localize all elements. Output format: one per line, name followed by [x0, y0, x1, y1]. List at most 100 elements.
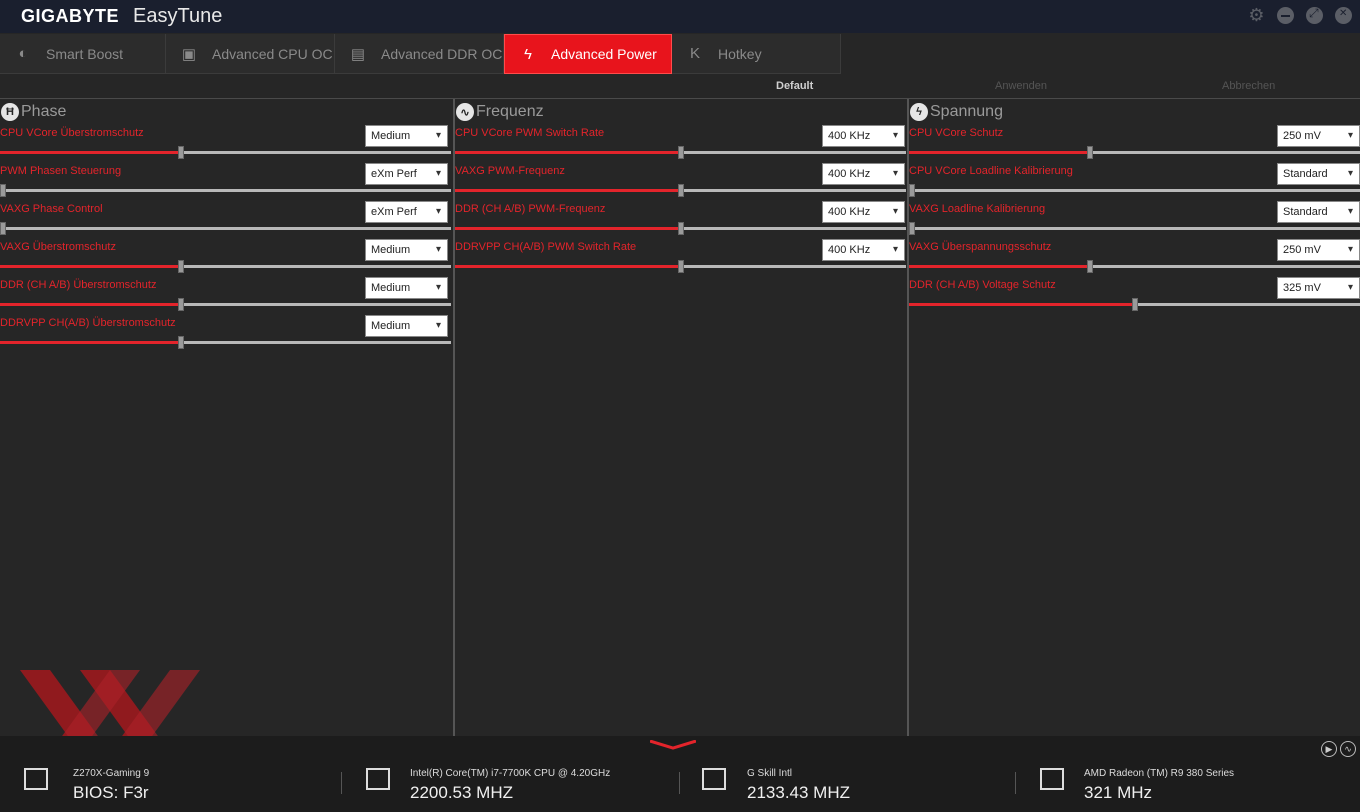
setting-row: CPU VCore Überstromschutz Medium — [0, 123, 451, 161]
setting-slider[interactable] — [0, 260, 451, 273]
minimize-button[interactable] — [1277, 7, 1294, 24]
memory-vendor: G Skill Intl — [747, 768, 793, 779]
restore-button[interactable] — [1306, 6, 1323, 24]
tab-bar: ◐ Smart Boost ▣ Advanced CPU OC ▤ Advanc… — [0, 34, 841, 74]
setting-dropdown[interactable]: Medium — [365, 277, 448, 299]
setting-slider[interactable] — [0, 146, 451, 159]
setting-label: VAXG PWM-Frequenz — [455, 165, 565, 177]
slider-handle[interactable] — [0, 184, 6, 197]
setting-label: VAXG Phase Control — [0, 203, 103, 215]
tab-advanced-cpu-oc[interactable]: ▣ Advanced CPU OC — [166, 34, 335, 74]
slider-fill — [909, 303, 1135, 306]
setting-dropdown[interactable]: Medium — [365, 125, 448, 147]
play-icon[interactable]: ▶ — [1321, 741, 1337, 757]
setting-slider[interactable] — [455, 146, 906, 159]
setting-label: VAXG Loadline Kalibrierung — [909, 203, 1046, 215]
setting-dropdown[interactable]: 250 mV — [1277, 239, 1360, 261]
default-button[interactable]: Default — [776, 80, 814, 92]
slider-handle[interactable] — [178, 146, 184, 159]
action-bar: Default Anwenden Abbrechen — [0, 80, 1360, 94]
tab-advanced-ddr-oc[interactable]: ▤ Advanced DDR OC — [335, 34, 504, 74]
expand-chevron-icon[interactable] — [650, 740, 696, 750]
tab-label: Advanced DDR OC — [381, 45, 503, 62]
setting-row: VAXG Überspannungsschutz 250 mV — [909, 237, 1360, 275]
tab-advanced-power[interactable]: ϟ Advanced Power — [504, 34, 672, 74]
slider-handle[interactable] — [178, 260, 184, 273]
cancel-button[interactable]: Abbrechen — [1222, 80, 1276, 92]
app-title: EasyTune — [133, 5, 223, 27]
setting-slider[interactable] — [0, 336, 451, 349]
setting-dropdown[interactable]: 325 mV — [1277, 277, 1360, 299]
apply-button[interactable]: Anwenden — [995, 80, 1047, 92]
setting-slider[interactable] — [909, 298, 1360, 311]
slider-handle[interactable] — [909, 222, 915, 235]
slider-handle[interactable] — [1132, 298, 1138, 311]
frequency-panel: ∿ Frequenz CPU VCore PWM Switch Rate 400 … — [453, 99, 906, 736]
cpu-info: Intel(R) Core(TM) i7-7700K CPU @ 4.20GHz… — [366, 764, 666, 808]
setting-row: PWM Phasen Steuerung eXm Perf — [0, 161, 451, 199]
setting-label: VAXG Überstromschutz — [0, 241, 116, 253]
gpu-name: AMD Radeon (TM) R9 380 Series — [1084, 768, 1235, 779]
bios-version: BIOS: F3r — [73, 783, 149, 802]
slider-fill — [455, 189, 681, 192]
motherboard-icon — [24, 768, 48, 790]
settings-gear-icon[interactable]: ⚙ — [1248, 5, 1265, 25]
slider-handle[interactable] — [1087, 146, 1093, 159]
slider-handle[interactable] — [909, 184, 915, 197]
slider-handle[interactable] — [678, 146, 684, 159]
tab-hotkey[interactable]: K Hotkey — [672, 34, 841, 74]
setting-dropdown[interactable]: 400 KHz — [822, 239, 905, 261]
motherboard-name: Z270X-Gaming 9 — [73, 768, 150, 779]
slider-handle[interactable] — [178, 298, 184, 311]
setting-dropdown[interactable]: 400 KHz — [822, 125, 905, 147]
panel-header: ϟ Spannung — [909, 101, 1360, 123]
setting-slider[interactable] — [909, 184, 1360, 197]
separator — [341, 772, 342, 794]
setting-dropdown[interactable]: Standard — [1277, 201, 1360, 223]
setting-dropdown[interactable]: Medium — [365, 239, 448, 261]
setting-row: CPU VCore Loadline Kalibrierung Standard — [909, 161, 1360, 199]
setting-dropdown[interactable]: 250 mV — [1277, 125, 1360, 147]
slider-handle[interactable] — [1087, 260, 1093, 273]
gpu-info: AMD Radeon (TM) R9 380 Series 321 MHz — [1040, 764, 1340, 808]
setting-slider[interactable] — [909, 222, 1360, 235]
close-button[interactable] — [1335, 7, 1352, 24]
setting-dropdown[interactable]: eXm Perf — [365, 163, 448, 185]
slider-handle[interactable] — [678, 184, 684, 197]
cpu-frequency: 2200.53 MHZ — [410, 783, 513, 802]
setting-slider[interactable] — [0, 298, 451, 311]
setting-row: DDR (CH A/B) Voltage Schutz 325 mV — [909, 275, 1360, 313]
slider-handle[interactable] — [0, 222, 6, 235]
setting-slider[interactable] — [909, 146, 1360, 159]
setting-dropdown[interactable]: eXm Perf — [365, 201, 448, 223]
setting-label: CPU VCore Überstromschutz — [0, 127, 144, 139]
slider-fill — [0, 341, 181, 344]
separator — [679, 772, 680, 794]
setting-dropdown[interactable]: 400 KHz — [822, 163, 905, 185]
panel-header: Ħ Phase — [0, 101, 451, 123]
slider-handle[interactable] — [678, 222, 684, 235]
setting-slider[interactable] — [455, 222, 906, 235]
setting-label: DDRVPP CH(A/B) PWM Switch Rate — [455, 241, 637, 253]
memory-icon: ▤ — [350, 45, 366, 63]
tab-smart-boost[interactable]: ◐ Smart Boost — [0, 34, 166, 74]
waveform-icon[interactable]: ∿ — [1340, 741, 1356, 757]
setting-dropdown[interactable]: 400 KHz — [822, 201, 905, 223]
tab-label: Advanced CPU OC — [212, 45, 333, 62]
setting-slider[interactable] — [909, 260, 1360, 273]
setting-dropdown[interactable]: Medium — [365, 315, 448, 337]
slider-fill — [455, 227, 681, 230]
cpu-chip-icon — [366, 768, 390, 790]
panel-title: Frequenz — [476, 103, 544, 120]
setting-row: DDR (CH A/B) Überstromschutz Medium — [0, 275, 451, 313]
slider-handle[interactable] — [678, 260, 684, 273]
phase-panel: Ħ Phase CPU VCore Überstromschutz Medium P… — [0, 99, 451, 736]
divider — [0, 98, 1360, 99]
setting-slider[interactable] — [455, 184, 906, 197]
slider-handle[interactable] — [178, 336, 184, 349]
setting-slider[interactable] — [0, 184, 451, 197]
setting-slider[interactable] — [455, 260, 906, 273]
setting-slider[interactable] — [0, 222, 451, 235]
setting-dropdown[interactable]: Standard — [1277, 163, 1360, 185]
